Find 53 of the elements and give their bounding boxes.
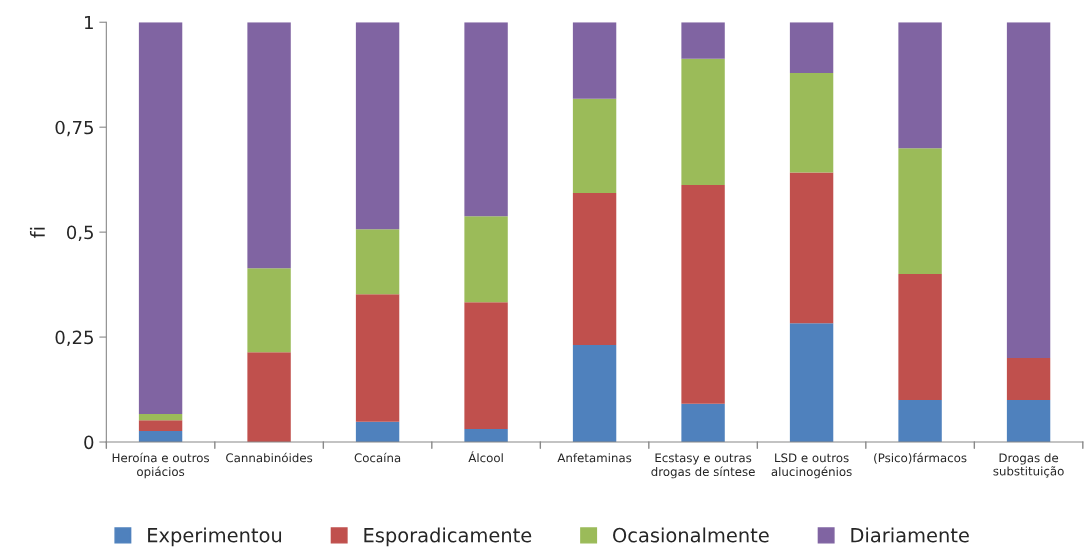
bar xyxy=(355,229,400,295)
bar xyxy=(572,22,617,99)
y-tick-label: 1 xyxy=(85,15,93,30)
bar xyxy=(681,58,725,186)
y-tick-label: 0,75 xyxy=(55,120,93,137)
bar xyxy=(355,294,400,422)
bar xyxy=(355,22,400,230)
bar xyxy=(789,323,834,443)
bar xyxy=(572,345,617,443)
bar xyxy=(789,22,834,74)
bar xyxy=(681,22,725,59)
bar xyxy=(464,22,508,217)
bar xyxy=(572,193,617,346)
bar xyxy=(1006,358,1051,401)
bar xyxy=(138,413,183,421)
bar xyxy=(572,98,617,194)
x-tick-label: Ecstasy e outras drogas de síntese xyxy=(651,453,755,479)
bar xyxy=(898,274,942,401)
legend-label: Diariamente xyxy=(851,527,969,543)
x-tick-label: Cocaína xyxy=(354,452,401,463)
bar xyxy=(138,420,183,432)
x-tick-label: Heroína e outros opiácios xyxy=(112,452,210,479)
bar xyxy=(1006,400,1051,443)
bar xyxy=(1006,22,1051,359)
bar xyxy=(789,172,834,324)
bar xyxy=(464,429,508,443)
x-tick-label: Drogas de substituição xyxy=(993,453,1064,478)
y-tick-label: 0,5 xyxy=(67,225,93,242)
bar xyxy=(464,302,508,430)
bar xyxy=(138,22,183,414)
bar xyxy=(898,400,942,443)
y-axis-title: fi xyxy=(29,227,45,238)
x-tick-label: Anfetaminas xyxy=(557,453,632,463)
bar xyxy=(681,185,725,404)
x-tick-label: LSD e outros alucinogénios xyxy=(771,453,852,479)
bar xyxy=(355,421,400,443)
y-tick-label: 0,25 xyxy=(55,330,93,347)
x-tick-label: Álcool xyxy=(468,451,503,463)
bar xyxy=(247,22,291,269)
bar xyxy=(247,268,291,353)
bar xyxy=(138,431,183,443)
bar xyxy=(464,216,508,303)
x-tick-label: (Psico)fármacos xyxy=(874,452,967,464)
bar xyxy=(789,73,834,173)
bar xyxy=(898,22,942,149)
legend-label: Ocasionalmente xyxy=(613,527,769,543)
bar xyxy=(898,148,942,275)
bar xyxy=(681,403,725,443)
x-tick-label: Cannabinóides xyxy=(226,452,313,463)
legend-label: Esporadicamente xyxy=(364,527,532,547)
legend-label: Experimentou xyxy=(148,527,282,547)
y-tick-label: 0 xyxy=(84,435,94,450)
bar xyxy=(247,352,291,443)
